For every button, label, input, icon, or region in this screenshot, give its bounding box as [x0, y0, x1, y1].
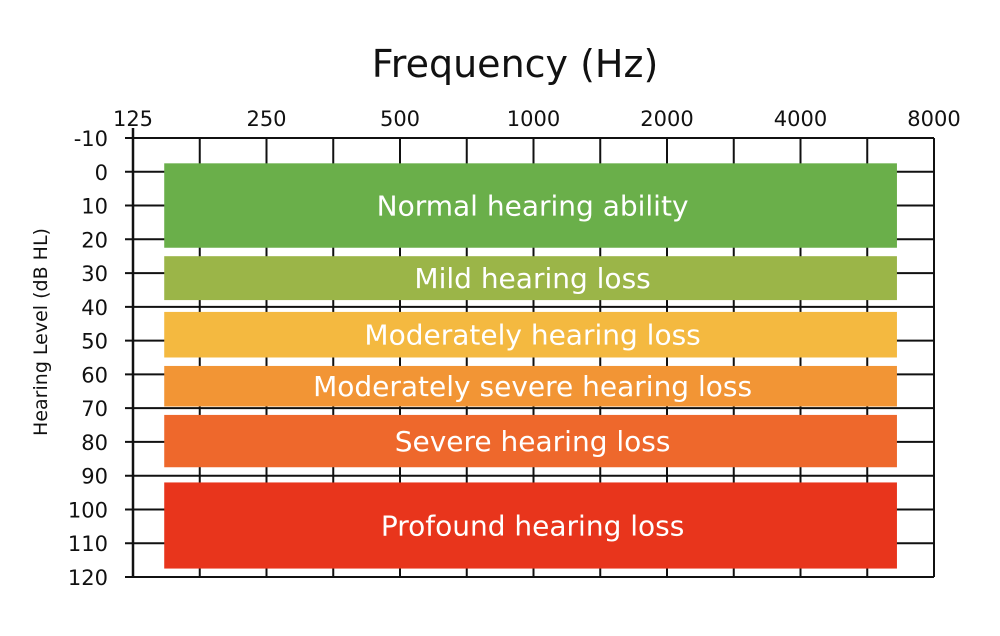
y-tick-label: 30 — [81, 262, 108, 286]
x-tick-label: 1000 — [507, 107, 560, 131]
band-5 — [164, 482, 897, 569]
x-tick-label: 2000 — [640, 107, 693, 131]
y-tick-label: 70 — [81, 397, 108, 421]
y-tick-labels: -10 0 10 20 30 40 50 60 70 80 90 100 110 120 — [68, 127, 108, 590]
band-4 — [164, 414, 897, 468]
band-0 — [164, 163, 897, 248]
y-tick-label: 90 — [81, 465, 108, 489]
bands: Normal hearing ability Mild hearing loss M… — [164, 163, 897, 569]
y-tick-label: 100 — [68, 498, 108, 522]
x-tick-label: 250 — [246, 107, 286, 131]
y-axis-label: Hearing Level (dB HL) — [30, 228, 52, 436]
x-tick-labels: 125 250 500 1000 2000 4000 8000 — [113, 107, 961, 131]
y-tick-label: 110 — [68, 532, 108, 556]
band-label: Moderately severe hearing loss — [313, 370, 752, 403]
y-tick-label: 20 — [81, 228, 108, 252]
x-tick-label: 125 — [113, 107, 153, 131]
y-tick-label: -10 — [74, 127, 108, 151]
y-tick-label: 80 — [81, 431, 108, 455]
y-tick-label: 60 — [81, 363, 108, 387]
chart-title: Frequency (Hz) — [372, 42, 659, 86]
band-label: Moderately hearing loss — [364, 319, 700, 352]
band-label: Mild hearing loss — [414, 262, 650, 295]
x-tick-label: 4000 — [774, 107, 827, 131]
y-tick-label: 50 — [81, 330, 108, 354]
axes — [131, 128, 935, 577]
y-tick-label: 40 — [81, 296, 108, 320]
x-tick-label: 500 — [380, 107, 420, 131]
y-tick-label: 10 — [81, 195, 108, 219]
y-tick-label: 0 — [95, 161, 108, 185]
band-label: Profound hearing loss — [381, 510, 685, 543]
x-tick-label: 8000 — [907, 107, 960, 131]
band-1 — [164, 256, 897, 301]
band-3 — [164, 365, 897, 407]
band-label: Severe hearing loss — [395, 425, 671, 458]
y-tick-label: 120 — [68, 566, 108, 590]
band-label: Normal hearing ability — [377, 190, 689, 223]
band-2 — [164, 311, 897, 358]
